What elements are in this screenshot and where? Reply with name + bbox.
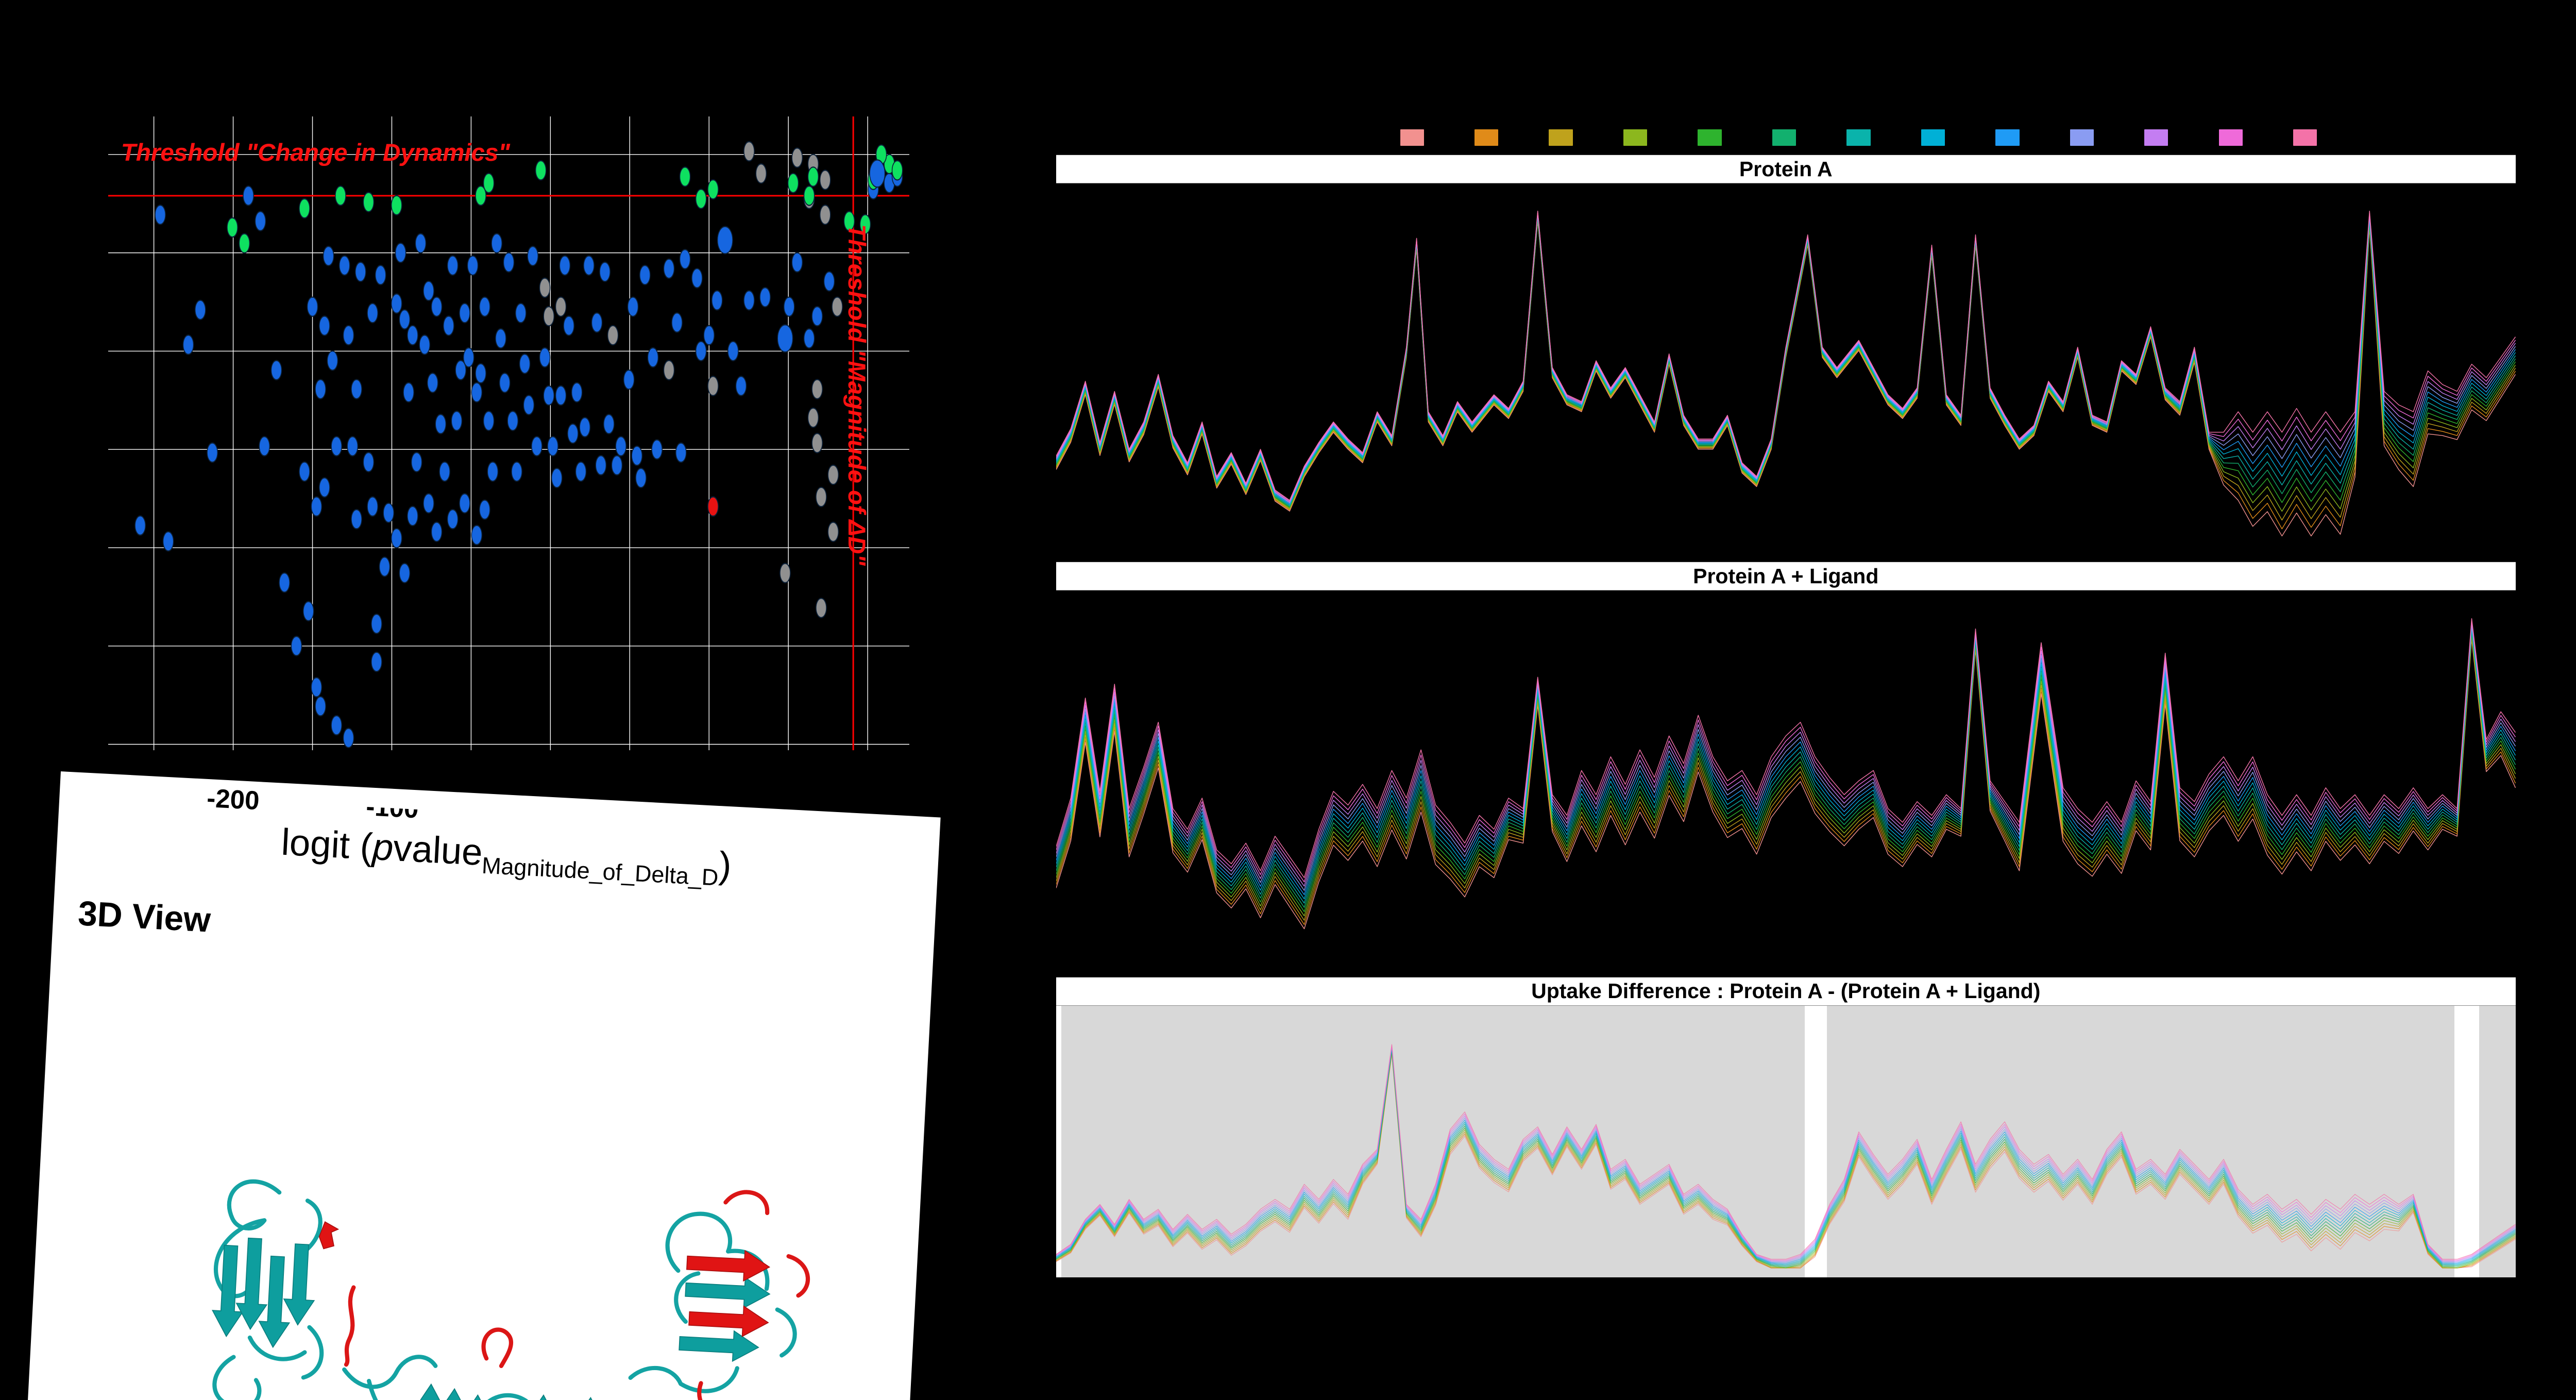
3d-view-title: 3D View bbox=[77, 893, 212, 940]
legend-swatch[interactable] bbox=[1772, 129, 1797, 146]
x-axis-tick-minus-100: -100 bbox=[365, 791, 419, 824]
threshold-magnitude-label: Threshold "Magnitude of ΔD" bbox=[843, 224, 871, 566]
chart-title-protein-a-ligand: Protein A + Ligand bbox=[1693, 564, 1879, 588]
legend-swatch[interactable] bbox=[1549, 129, 1573, 146]
chart-title-protein-a: Protein A bbox=[1739, 157, 1833, 181]
chart-title-uptake-difference: Uptake Difference : Protein A - (Protein… bbox=[1531, 979, 2041, 1003]
uptake-difference-chart[interactable] bbox=[1056, 1005, 2516, 1277]
legend-swatch[interactable] bbox=[2293, 129, 2317, 146]
volcano-plot-area[interactable] bbox=[108, 116, 909, 751]
chart-title-bar-protein-a: Protein A bbox=[1056, 155, 2516, 184]
chart-title-bar-uptake-difference: Uptake Difference : Protein A - (Protein… bbox=[1056, 976, 2516, 1006]
legend-swatch[interactable] bbox=[1846, 129, 1871, 146]
legend-swatch[interactable] bbox=[2070, 129, 2094, 146]
legend-swatch[interactable] bbox=[1474, 129, 1499, 146]
legend-swatch[interactable] bbox=[1400, 129, 1424, 146]
chart-title-bar-protein-a-ligand: Protein A + Ligand bbox=[1056, 562, 2516, 591]
3d-view-panel[interactable]: -200 -100 logit (pvalueMagnitude_of_Delt… bbox=[13, 771, 941, 1400]
legend-swatch[interactable] bbox=[2144, 129, 2168, 146]
axis-title-p: p bbox=[371, 826, 395, 869]
legend-swatch[interactable] bbox=[1698, 129, 1722, 146]
timepoint-legend[interactable] bbox=[1400, 129, 2317, 146]
ribbon-loops-red bbox=[344, 1190, 810, 1400]
threshold-dynamics-label: Threshold "Change in Dynamics" bbox=[121, 139, 510, 166]
uptake-chart-protein-a-ligand[interactable] bbox=[1056, 591, 2516, 959]
axis-title-suffix: ) bbox=[717, 844, 733, 887]
legend-swatch[interactable] bbox=[1623, 129, 1648, 146]
protein-ribbon[interactable] bbox=[76, 981, 868, 1400]
axis-title-prefix: logit ( bbox=[280, 821, 374, 868]
ribbon-strands-red bbox=[318, 1221, 770, 1338]
uptake-chart-protein-a[interactable] bbox=[1056, 183, 2516, 546]
legend-swatch[interactable] bbox=[1921, 129, 1945, 146]
axis-title-subscript: Magnitude_of_Delta_D bbox=[481, 852, 719, 891]
legend-swatch[interactable] bbox=[1995, 129, 2020, 146]
legend-swatch[interactable] bbox=[2218, 129, 2243, 146]
x-axis-tick-minus-200: -200 bbox=[206, 783, 260, 816]
ribbon-strands-teal bbox=[211, 1237, 770, 1400]
axis-title-value: value bbox=[392, 827, 484, 874]
x-axis-title: logit (pvalueMagnitude_of_Delta_D) bbox=[280, 821, 732, 892]
volcano-plot[interactable]: Threshold "Change in Dynamics" Threshold… bbox=[108, 116, 909, 751]
